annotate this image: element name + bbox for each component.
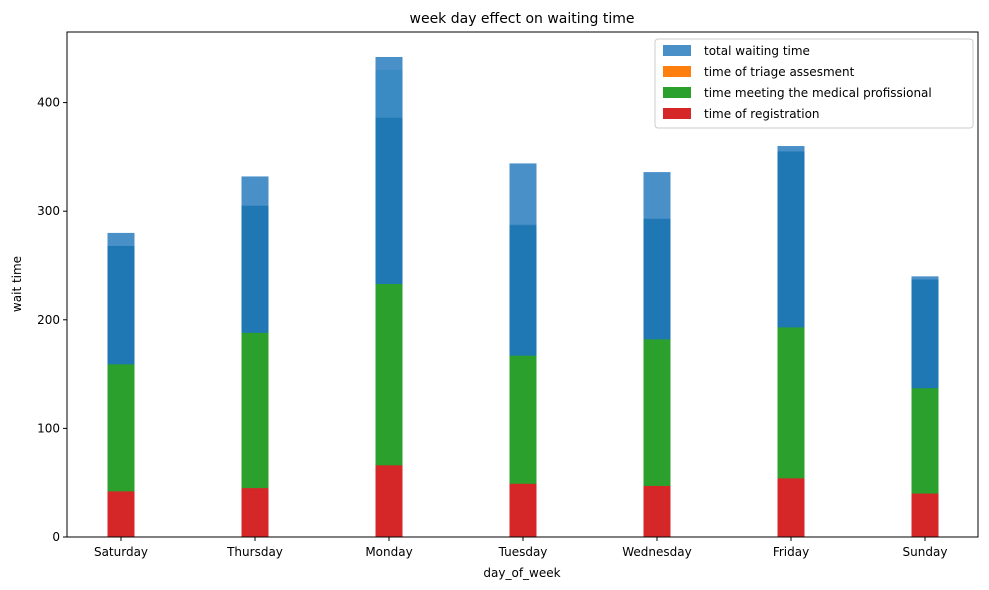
bar-registration-6 [911, 493, 939, 537]
x-tick-label-3: Tuesday [498, 545, 548, 559]
x-tick-label-6: Sunday [903, 545, 948, 559]
x-tick-label-0: Saturday [94, 545, 148, 559]
legend-label-2: time meeting the medical profissional [704, 86, 932, 100]
y-tick-label-4: 400 [37, 96, 60, 110]
bar-registration-5 [777, 478, 805, 537]
legend-swatch-0 [663, 45, 691, 56]
y-axis: 0 100 200 300 400 [37, 96, 67, 544]
legend-label-0: total waiting time [704, 44, 810, 58]
bar-registration-0 [107, 491, 135, 537]
legend-swatch-1 [663, 66, 691, 77]
bars [107, 56, 939, 538]
x-tick-label-2: Monday [365, 545, 412, 559]
legend: total waiting time time of triage assesme… [654, 38, 974, 129]
y-tick-label-1: 100 [37, 421, 60, 435]
chart-title: week day effect on waiting time [410, 11, 635, 27]
y-tick-label-3: 300 [37, 204, 60, 218]
x-axis: Saturday Thursday Monday Tuesday Wednesday Fr… [94, 537, 947, 559]
bar-registration-3 [509, 483, 537, 537]
y-axis-label: wait time [10, 256, 24, 312]
x-tick-label-4: Wednesday [622, 545, 691, 559]
bar-registration-2 [375, 465, 403, 537]
y-tick-label-0: 0 [52, 530, 60, 544]
x-axis-label: day_of_week [483, 566, 560, 580]
y-tick-label-2: 200 [37, 313, 60, 327]
x-tick-label-1: Thursday [226, 545, 283, 559]
bar-registration-1 [241, 488, 269, 537]
bar-registration-4 [643, 485, 671, 537]
legend-swatch-3 [663, 108, 691, 119]
legend-box [654, 38, 974, 129]
legend-label-1: time of triage assesment [704, 65, 855, 79]
x-tick-label-5: Friday [773, 545, 809, 559]
legend-swatch-2 [663, 87, 691, 98]
legend-label-3: time of registration [704, 107, 820, 121]
